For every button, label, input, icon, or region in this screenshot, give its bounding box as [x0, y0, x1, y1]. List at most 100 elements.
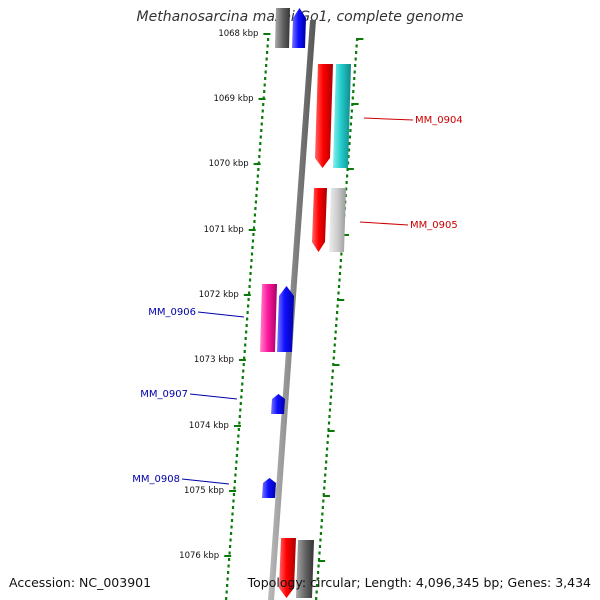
- gene-feature-mm0906[interactable]: [277, 286, 294, 352]
- tick-mark: [228, 558, 231, 561]
- tick-mark: [337, 291, 340, 295]
- tick-mark: [317, 564, 320, 568]
- gene-feature-mm0906-left[interactable]: [260, 284, 277, 352]
- tick-mark: [229, 538, 232, 542]
- callout-line: [181, 478, 230, 485]
- tick-mark: [323, 480, 326, 483]
- tick-mark: [326, 441, 329, 444]
- tick-mark: [346, 174, 349, 178]
- gene-label-mm0907[interactable]: MM_0907: [140, 389, 188, 400]
- tick-mark: [354, 64, 357, 67]
- gene-label-mm0908[interactable]: MM_0908: [132, 474, 180, 485]
- gene-features: [260, 8, 351, 598]
- tick-mark: [349, 122, 353, 126]
- tick-mark: [322, 493, 325, 496]
- tick-mark: [245, 330, 248, 334]
- tick-mark: [266, 51, 269, 54]
- tick-mark: [335, 317, 338, 321]
- tick-mark: [353, 77, 356, 80]
- tick-mark: [235, 454, 238, 457]
- gene-feature-mm0904[interactable]: [333, 64, 351, 168]
- tick-mark: [261, 116, 264, 119]
- tick-mark: [345, 181, 348, 184]
- tick-mark: [251, 239, 255, 243]
- tick-mark: [235, 460, 238, 464]
- tick-mark: [347, 148, 351, 152]
- accession-text: Accession: NC_003901: [9, 575, 152, 590]
- tick-mark: [230, 525, 233, 529]
- tick-mark: [259, 142, 262, 145]
- tick-mark: [322, 499, 325, 503]
- tick-mark: [254, 207, 257, 210]
- tick-mark: [261, 109, 264, 113]
- gene-feature-mm0905-left[interactable]: [312, 188, 327, 252]
- tick-mark: [231, 512, 234, 516]
- tick-mark: [234, 473, 237, 477]
- tick-mark: [350, 109, 353, 113]
- tick-mark: [236, 447, 239, 451]
- tick-mark: [316, 571, 320, 574]
- tick-mark: [247, 304, 250, 308]
- tick-mark: [333, 350, 336, 353]
- major-tick: [356, 38, 364, 40]
- tick-mark: [319, 532, 323, 535]
- tick-mark: [353, 70, 356, 74]
- major-tick: [318, 560, 326, 562]
- tick-mark: [317, 558, 321, 561]
- tick-mark: [226, 584, 229, 587]
- tick-mark: [352, 90, 355, 93]
- tick-mark: [354, 57, 357, 61]
- gene-label-mm0905[interactable]: MM_0905: [410, 220, 458, 231]
- tick-mark: [250, 252, 254, 256]
- tick-mark: [329, 402, 332, 405]
- tick-mark: [338, 278, 341, 282]
- callout-line: [363, 117, 414, 121]
- tick-mark: [248, 285, 251, 288]
- major-tick: [238, 359, 246, 361]
- tick-mark: [263, 83, 266, 87]
- gene-label-mm0906[interactable]: MM_0906: [148, 307, 196, 318]
- tick-mark: [239, 408, 242, 412]
- left-tick-rail: [225, 38, 270, 600]
- tick-mark: [240, 395, 243, 399]
- tick-mark: [262, 103, 265, 106]
- tick-mark: [227, 564, 230, 568]
- gene-feature-mm0907[interactable]: [271, 394, 285, 414]
- tick-mark: [236, 441, 239, 444]
- tick-mark: [348, 135, 352, 139]
- tick-mark: [229, 532, 233, 535]
- tick-mark: [325, 460, 328, 464]
- gene-label-mm0904[interactable]: MM_0904: [415, 115, 463, 126]
- tick-mark: [327, 428, 330, 431]
- major-tick: [253, 163, 261, 165]
- tick-mark: [337, 285, 341, 288]
- tick-mark: [263, 90, 266, 93]
- tick-mark: [324, 473, 327, 477]
- tick-mark: [227, 571, 230, 574]
- gene-feature-dark-bottom[interactable]: [296, 540, 314, 598]
- tick-mark: [234, 467, 238, 470]
- tick-mark: [244, 343, 247, 347]
- tick-mark: [258, 148, 261, 152]
- tick-mark: [329, 395, 333, 399]
- tick-mark: [239, 402, 242, 405]
- tick-mark: [255, 187, 258, 191]
- scale-label: 1073 kbp: [194, 355, 234, 365]
- tick-mark: [252, 233, 255, 236]
- tick-mark: [334, 337, 337, 340]
- scale-label: 1070 kbp: [209, 159, 249, 169]
- major-tick: [327, 430, 335, 432]
- tick-mark: [324, 467, 327, 470]
- tick-mark: [326, 447, 329, 451]
- gene-feature-mm0904-left[interactable]: [315, 64, 333, 168]
- tick-mark: [326, 434, 330, 438]
- gene-feature-gray[interactable]: [275, 8, 290, 48]
- gene-feature-blue[interactable]: [292, 8, 306, 48]
- gene-feature-mm0908[interactable]: [262, 478, 276, 498]
- gene-feature-red-bottom[interactable]: [279, 538, 296, 598]
- tick-mark: [321, 512, 324, 516]
- tick-mark: [248, 278, 252, 282]
- gene-feature-mm0905[interactable]: [329, 188, 346, 252]
- tick-mark: [325, 454, 328, 457]
